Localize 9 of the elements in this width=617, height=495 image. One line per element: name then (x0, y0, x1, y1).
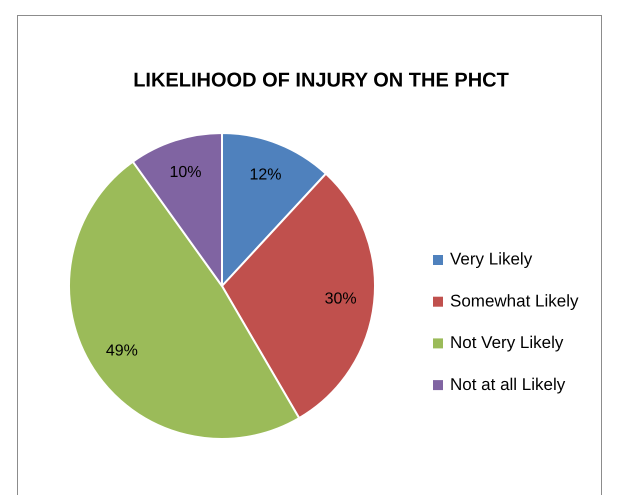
data-label: 12% (250, 166, 282, 184)
legend-label: Somewhat Likely (450, 291, 580, 310)
legend-label: Not Very Likely (450, 333, 564, 352)
legend-label: Very Likely (450, 250, 533, 269)
data-label: 10% (169, 164, 202, 181)
chart-title: LIKELIHOOD OF INJURY ON THE PHCT (133, 70, 509, 92)
legend-label: Not at all Likely (450, 374, 566, 394)
data-label: 30% (324, 290, 357, 308)
data-label: 49% (106, 342, 138, 360)
